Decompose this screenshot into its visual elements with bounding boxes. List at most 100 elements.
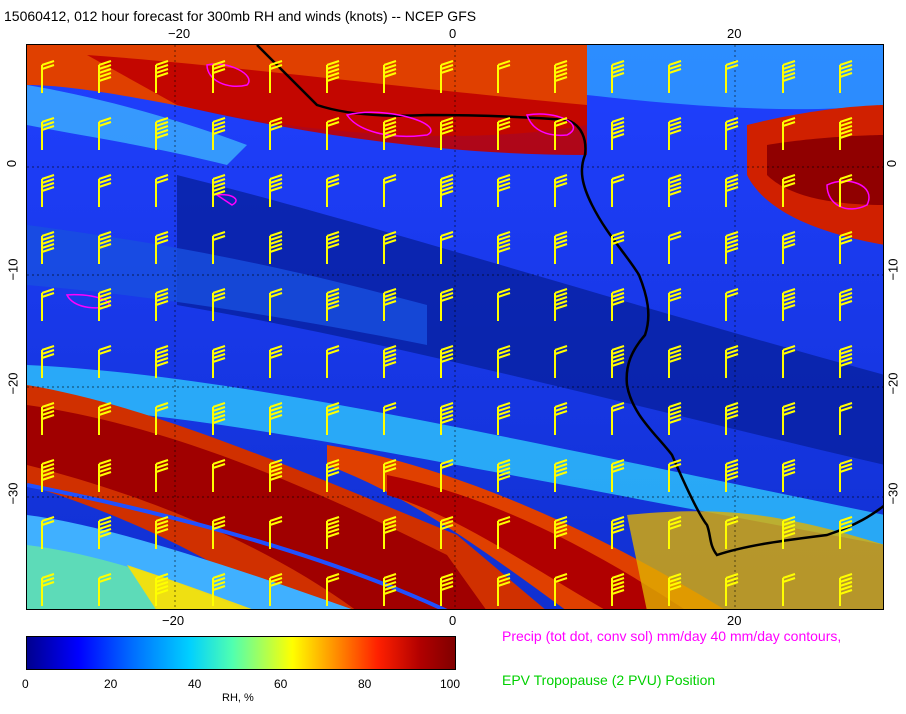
- wind-barb: [41, 516, 55, 549]
- wind-barb: [383, 345, 397, 378]
- wind-barb: [554, 345, 568, 378]
- left-y-tick-0: 0: [4, 159, 20, 168]
- wind-barb: [611, 288, 625, 321]
- wind-barb: [326, 459, 340, 492]
- wind-barb: [326, 573, 340, 606]
- wind-barb: [554, 402, 568, 435]
- wind-barb: [98, 117, 112, 150]
- colorbar-tick-60: 60: [274, 677, 288, 691]
- wind-barb: [668, 516, 682, 549]
- colorbar-label: RH, %: [222, 692, 254, 704]
- wind-barb: [554, 459, 568, 492]
- wind-barb: [269, 174, 283, 207]
- wind-barb: [554, 60, 568, 93]
- wind-barb: [383, 174, 397, 207]
- left-y-tick-minus20: −20: [5, 372, 21, 395]
- wind-barb: [326, 174, 340, 207]
- wind-barb: [212, 174, 226, 207]
- wind-barb: [725, 117, 739, 150]
- wind-barb: [326, 231, 340, 264]
- wind-barb: [155, 345, 169, 378]
- top-x-tick-20: 20: [727, 26, 742, 41]
- map-title: 15060412, 012 hour forecast for 300mb RH…: [4, 8, 477, 24]
- wind-barb: [212, 402, 226, 435]
- bottom-x-tick-20: 20: [727, 613, 742, 628]
- wind-barb: [98, 288, 112, 321]
- colorbar-tick-0: 0: [22, 677, 29, 691]
- wind-barb: [440, 174, 454, 207]
- wind-barb: [839, 402, 853, 435]
- wind-barb: [326, 288, 340, 321]
- wind-barb: [725, 573, 739, 606]
- wind-barb: [725, 60, 739, 93]
- wind-barb: [155, 288, 169, 321]
- epv-legend: EPV Tropopause (2 PVU) Position: [502, 672, 716, 688]
- wind-barb: [497, 459, 511, 492]
- wind-barb: [269, 117, 283, 150]
- wind-barb: [326, 345, 340, 378]
- wind-barb: [155, 174, 169, 207]
- wind-barb: [497, 573, 511, 606]
- top-x-tick-minus20: −20: [168, 26, 191, 41]
- wind-barb: [155, 117, 169, 150]
- wind-barb: [98, 573, 112, 606]
- graticule: [27, 45, 883, 609]
- wind-barb: [98, 60, 112, 93]
- wind-barb: [497, 231, 511, 264]
- wind-barb: [98, 231, 112, 264]
- wind-barb: [668, 459, 682, 492]
- wind-barb: [668, 402, 682, 435]
- mid-cyan-band: [27, 365, 883, 545]
- wind-barb: [269, 516, 283, 549]
- wind-barb: [497, 516, 511, 549]
- wind-barb: [611, 231, 625, 264]
- left-y-tick-minus30: −30: [5, 482, 21, 505]
- wind-barb: [554, 573, 568, 606]
- wind-barb: [383, 459, 397, 492]
- wind-barb: [497, 345, 511, 378]
- wind-barb: [839, 516, 853, 549]
- wind-barb: [269, 60, 283, 93]
- wind-barb: [155, 573, 169, 606]
- wind-barb: [611, 402, 625, 435]
- wind-barb: [41, 231, 55, 264]
- colorbar-tick-80: 80: [358, 677, 372, 691]
- wind-barb: [440, 117, 454, 150]
- wind-barb: [497, 402, 511, 435]
- wind-barb: [440, 60, 454, 93]
- wind-barb: [155, 231, 169, 264]
- left-y-tick-minus10: −10: [5, 258, 21, 281]
- wind-barb: [269, 231, 283, 264]
- wind-barb: [383, 402, 397, 435]
- wind-barb: [611, 174, 625, 207]
- wind-barb: [782, 288, 796, 321]
- map-canvas: [27, 45, 883, 609]
- wind-barb: [554, 117, 568, 150]
- right-y-tick-minus20: −20: [885, 372, 901, 395]
- wind-barb: [326, 402, 340, 435]
- wind-barb: [725, 174, 739, 207]
- wind-barb: [668, 231, 682, 264]
- wind-barb: [554, 174, 568, 207]
- precip-legend: Precip (tot dot, conv sol) mm/day 40 mm/…: [502, 628, 842, 644]
- wind-barb: [326, 60, 340, 93]
- wind-barb: [98, 174, 112, 207]
- wind-barb: [269, 345, 283, 378]
- wind-barb: [326, 516, 340, 549]
- wind-barb: [497, 117, 511, 150]
- wind-barb: [668, 288, 682, 321]
- wind-barb: [41, 459, 55, 492]
- wind-barb: [497, 174, 511, 207]
- wind-barb: [440, 402, 454, 435]
- wind-barb: [839, 117, 853, 150]
- wind-barb: [98, 459, 112, 492]
- wind-barb: [839, 459, 853, 492]
- rh-colorbar: [26, 636, 456, 670]
- wind-barb: [269, 402, 283, 435]
- right-y-tick-0: 0: [884, 159, 900, 168]
- wind-barb: [782, 231, 796, 264]
- wind-barb: [41, 402, 55, 435]
- bottom-x-tick-0: 0: [449, 613, 457, 628]
- wind-barb: [41, 288, 55, 321]
- wind-barb: [98, 516, 112, 549]
